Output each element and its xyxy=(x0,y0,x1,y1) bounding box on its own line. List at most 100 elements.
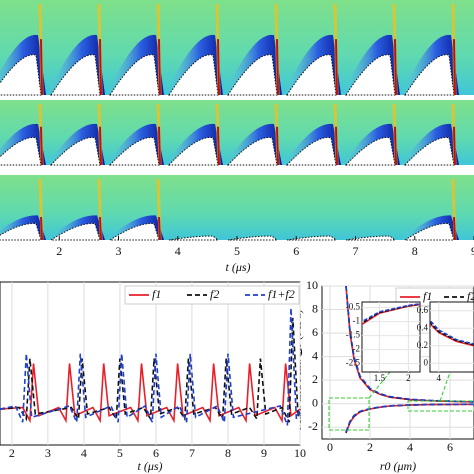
plot-area xyxy=(0,281,301,446)
bubble-wall xyxy=(0,223,42,241)
inset-y-tick-label: -2 xyxy=(353,344,361,354)
bubble-wall xyxy=(0,54,42,96)
inset-area xyxy=(361,301,421,373)
x-tick-label: 2 xyxy=(367,440,373,454)
legend-label: f1 xyxy=(423,289,432,303)
y-tick-label: 4 xyxy=(312,348,318,362)
bubble-wall xyxy=(49,223,101,241)
x-tick-label: 3 xyxy=(116,244,122,258)
bubble-wall xyxy=(404,54,455,96)
legend-label: f2 xyxy=(210,287,219,301)
line xyxy=(0,317,300,423)
heatmap-front xyxy=(40,217,43,241)
inset-line xyxy=(430,321,474,346)
inset-y-tick-label: -2.5 xyxy=(346,358,361,368)
inset-series xyxy=(430,319,474,347)
heatmap-front xyxy=(335,126,338,166)
x-tick-label: 10 xyxy=(294,446,306,460)
inset-line xyxy=(430,322,474,347)
inset-x-tick-label: 1.5 xyxy=(374,373,386,383)
x-tick-label: 5 xyxy=(117,446,123,460)
bubble-wall xyxy=(285,137,337,166)
inset-y-tick-label: 0 xyxy=(424,357,429,367)
bubble-wall xyxy=(168,54,219,96)
x-axis-label: r0 (μm) xyxy=(380,459,416,473)
heatmap-front xyxy=(99,39,102,96)
heatmap-front xyxy=(99,217,102,241)
line xyxy=(0,363,300,424)
heatmap-front xyxy=(217,126,220,166)
x-tick-label: 6 xyxy=(293,244,299,258)
x-tick-label: 9 xyxy=(471,244,474,258)
bubble-wall xyxy=(50,54,101,96)
x-tick-label: 6 xyxy=(447,440,453,454)
y-tick-label: 8 xyxy=(312,301,318,315)
bubble-wall xyxy=(226,137,278,166)
bubble-wall xyxy=(108,137,160,166)
series-group xyxy=(0,308,300,426)
heatmap-front xyxy=(276,39,279,96)
zoom-box xyxy=(328,397,370,431)
x-tick-label: 6 xyxy=(153,446,159,460)
bubble-wall xyxy=(109,54,160,96)
heatmap-front xyxy=(276,126,279,166)
heatmap-front xyxy=(158,217,161,241)
heatmap-front xyxy=(394,39,397,96)
zoom-box xyxy=(407,400,474,412)
bubble-wall xyxy=(0,137,42,166)
max-line xyxy=(345,286,474,403)
y-tick-label: 2 xyxy=(312,372,318,386)
bubble-wall xyxy=(227,54,278,96)
heatmap-front xyxy=(99,126,102,166)
heatmap-front xyxy=(217,39,220,96)
bubble-wall xyxy=(168,235,220,241)
y-tick-label: 0 xyxy=(312,395,318,409)
x-tick-label: 4 xyxy=(175,244,181,258)
heatmap-front xyxy=(40,39,43,96)
x-tick-label: 0 xyxy=(327,440,333,454)
inset-y-tick-label: -1 xyxy=(353,316,361,326)
zoom-link xyxy=(439,371,451,402)
bubble-wall xyxy=(345,54,396,96)
x-axis-label: t (μs) xyxy=(225,260,250,274)
bubble-wall xyxy=(345,235,397,241)
bubble-wall xyxy=(108,223,160,241)
x-tick-label: 8 xyxy=(412,244,418,258)
heatmap-front xyxy=(453,217,456,241)
x-tick-label: 7 xyxy=(353,244,359,258)
inset-y-tick-label: -1.5 xyxy=(346,330,361,340)
legend-label: f1 xyxy=(152,287,161,301)
x-tick-label: 4 xyxy=(407,440,413,454)
legend-label: f2 xyxy=(467,289,474,303)
x-tick-label: 7 xyxy=(189,446,195,460)
min-line xyxy=(345,403,474,433)
bubble-wall xyxy=(49,137,101,166)
bubble-wall xyxy=(403,223,455,241)
inset-y-tick-label: 0.4 xyxy=(417,322,429,332)
heatmap-front xyxy=(40,126,43,166)
bubble-wall xyxy=(286,235,338,241)
heatmap-front xyxy=(158,39,161,96)
zoom-link xyxy=(368,371,391,399)
bubble-wall xyxy=(286,54,337,96)
heatmap-front xyxy=(394,126,397,166)
min-line xyxy=(345,403,474,434)
heatmap-front xyxy=(335,39,338,96)
x-tick-label: 3 xyxy=(45,446,51,460)
inset-x-tick-label: 4 xyxy=(437,373,442,383)
y-tick-label: 10 xyxy=(306,278,318,292)
inset-x-tick-label: 2 xyxy=(406,373,411,383)
bubble-wall xyxy=(227,235,279,241)
inset-y-tick-label: 0.6 xyxy=(417,305,429,315)
legend-box xyxy=(124,285,300,305)
bubble-wall xyxy=(344,137,396,166)
line xyxy=(0,308,300,426)
heatmap-front xyxy=(453,126,456,166)
series-group xyxy=(345,286,474,434)
x-tick-label: 2 xyxy=(9,446,15,460)
inset-y-tick-label: 0.2 xyxy=(417,340,428,350)
inset-y-tick-label: -0.5 xyxy=(346,302,361,312)
x-tick-label: 5 xyxy=(234,244,240,258)
y-tick-label: -2 xyxy=(308,419,318,433)
